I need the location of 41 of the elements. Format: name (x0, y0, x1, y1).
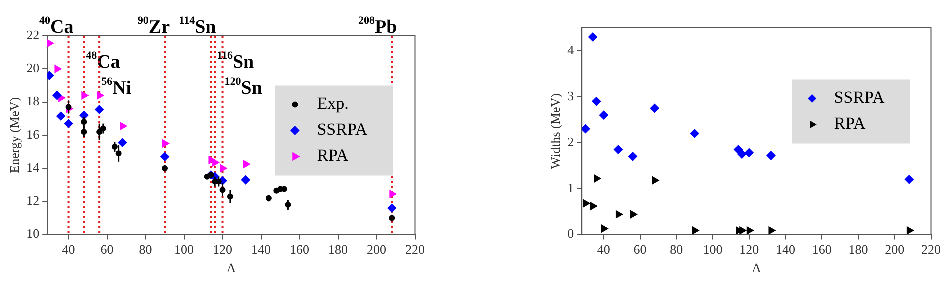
legend-label: RPA (317, 146, 350, 166)
x-axis-title: A (752, 260, 762, 276)
x-tick-label: 100 (703, 242, 723, 258)
x-tick-label: 200 (885, 242, 905, 258)
legend-label: SSRPA (834, 88, 886, 108)
legend-label: SSRPA (317, 120, 368, 140)
x-tick-label: 220 (406, 242, 425, 258)
x-tick-label: 40 (62, 242, 76, 258)
x-tick-label: 120 (213, 242, 233, 258)
x-tick-label: 80 (670, 242, 684, 258)
y-tick-label: 10 (26, 226, 40, 242)
legend-label: RPA (834, 114, 867, 134)
y-tick-label: 12 (26, 193, 40, 208)
y-axis-title: Widths (MeV) (548, 94, 564, 170)
y-tick-label: 22 (26, 27, 40, 42)
y-tick-label: 2 (568, 134, 574, 150)
x-tick-label: 180 (848, 242, 868, 258)
y-tick-label: 16 (26, 126, 40, 142)
legend-label: Exp. (317, 94, 349, 114)
x-tick-label: 60 (634, 242, 647, 258)
x-tick-label: 200 (367, 242, 387, 258)
y-tick-label: 0 (568, 226, 574, 242)
y-tick-label: 18 (26, 94, 40, 109)
y-tick-label: 20 (26, 60, 40, 76)
x-tick-label: 160 (290, 242, 310, 258)
y-tick-label: 3 (568, 88, 574, 104)
x-tick-label: 220 (922, 242, 941, 258)
x-tick-label: 80 (139, 242, 152, 258)
x-tick-label: 140 (776, 242, 796, 258)
y-tick-label: 4 (568, 42, 575, 58)
x-tick-label: 40 (597, 242, 610, 258)
y-axis-title: Energy (MeV) (7, 97, 22, 174)
x-tick-label: 140 (252, 242, 272, 258)
x-tick-label: 100 (174, 242, 194, 258)
x-axis-title: A (226, 260, 237, 276)
x-tick-label: 180 (328, 242, 348, 258)
y-tick-label: 1 (568, 180, 574, 196)
x-tick-label: 60 (100, 242, 114, 258)
x-tick-label: 120 (740, 242, 760, 258)
x-tick-label: 160 (812, 242, 832, 258)
y-tick-label: 14 (26, 160, 40, 175)
